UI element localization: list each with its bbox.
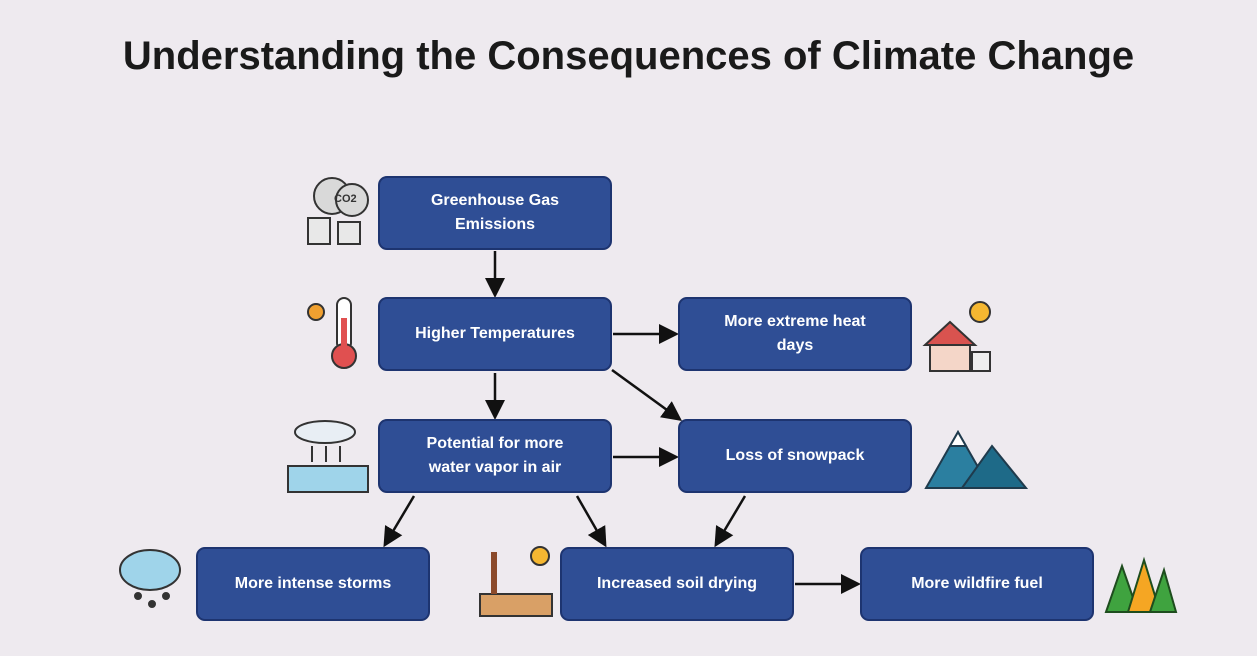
arrow [575, 495, 607, 548]
arrow [714, 495, 747, 548]
node: Increased soil drying [560, 547, 794, 621]
node: Potential for more water vapor in air [378, 419, 612, 493]
icon-storm-cloud [119, 549, 181, 608]
icon-thermometer [307, 297, 357, 369]
icon-house [922, 301, 991, 372]
icon-water-vapor [287, 420, 369, 493]
node: More intense storms [196, 547, 430, 621]
icon-dry-soil [479, 546, 553, 617]
node: More extreme heat days [678, 297, 912, 371]
node: Loss of snowpack [678, 419, 912, 493]
arrow [383, 495, 416, 548]
svg-text:CO2: CO2 [334, 193, 357, 205]
arrows [383, 251, 861, 594]
diagram-title: Understanding the Consequences of Climat… [122, 34, 1135, 78]
node: Higher Temperatures [378, 297, 612, 371]
icon-mountains [924, 429, 1029, 489]
node: Greenhouse Gas Emissions [378, 176, 612, 250]
icon-factory: CO2 [307, 177, 369, 245]
arrow [611, 368, 683, 421]
icon-wildfire [1104, 556, 1178, 613]
node: More wildfire fuel [860, 547, 1094, 621]
